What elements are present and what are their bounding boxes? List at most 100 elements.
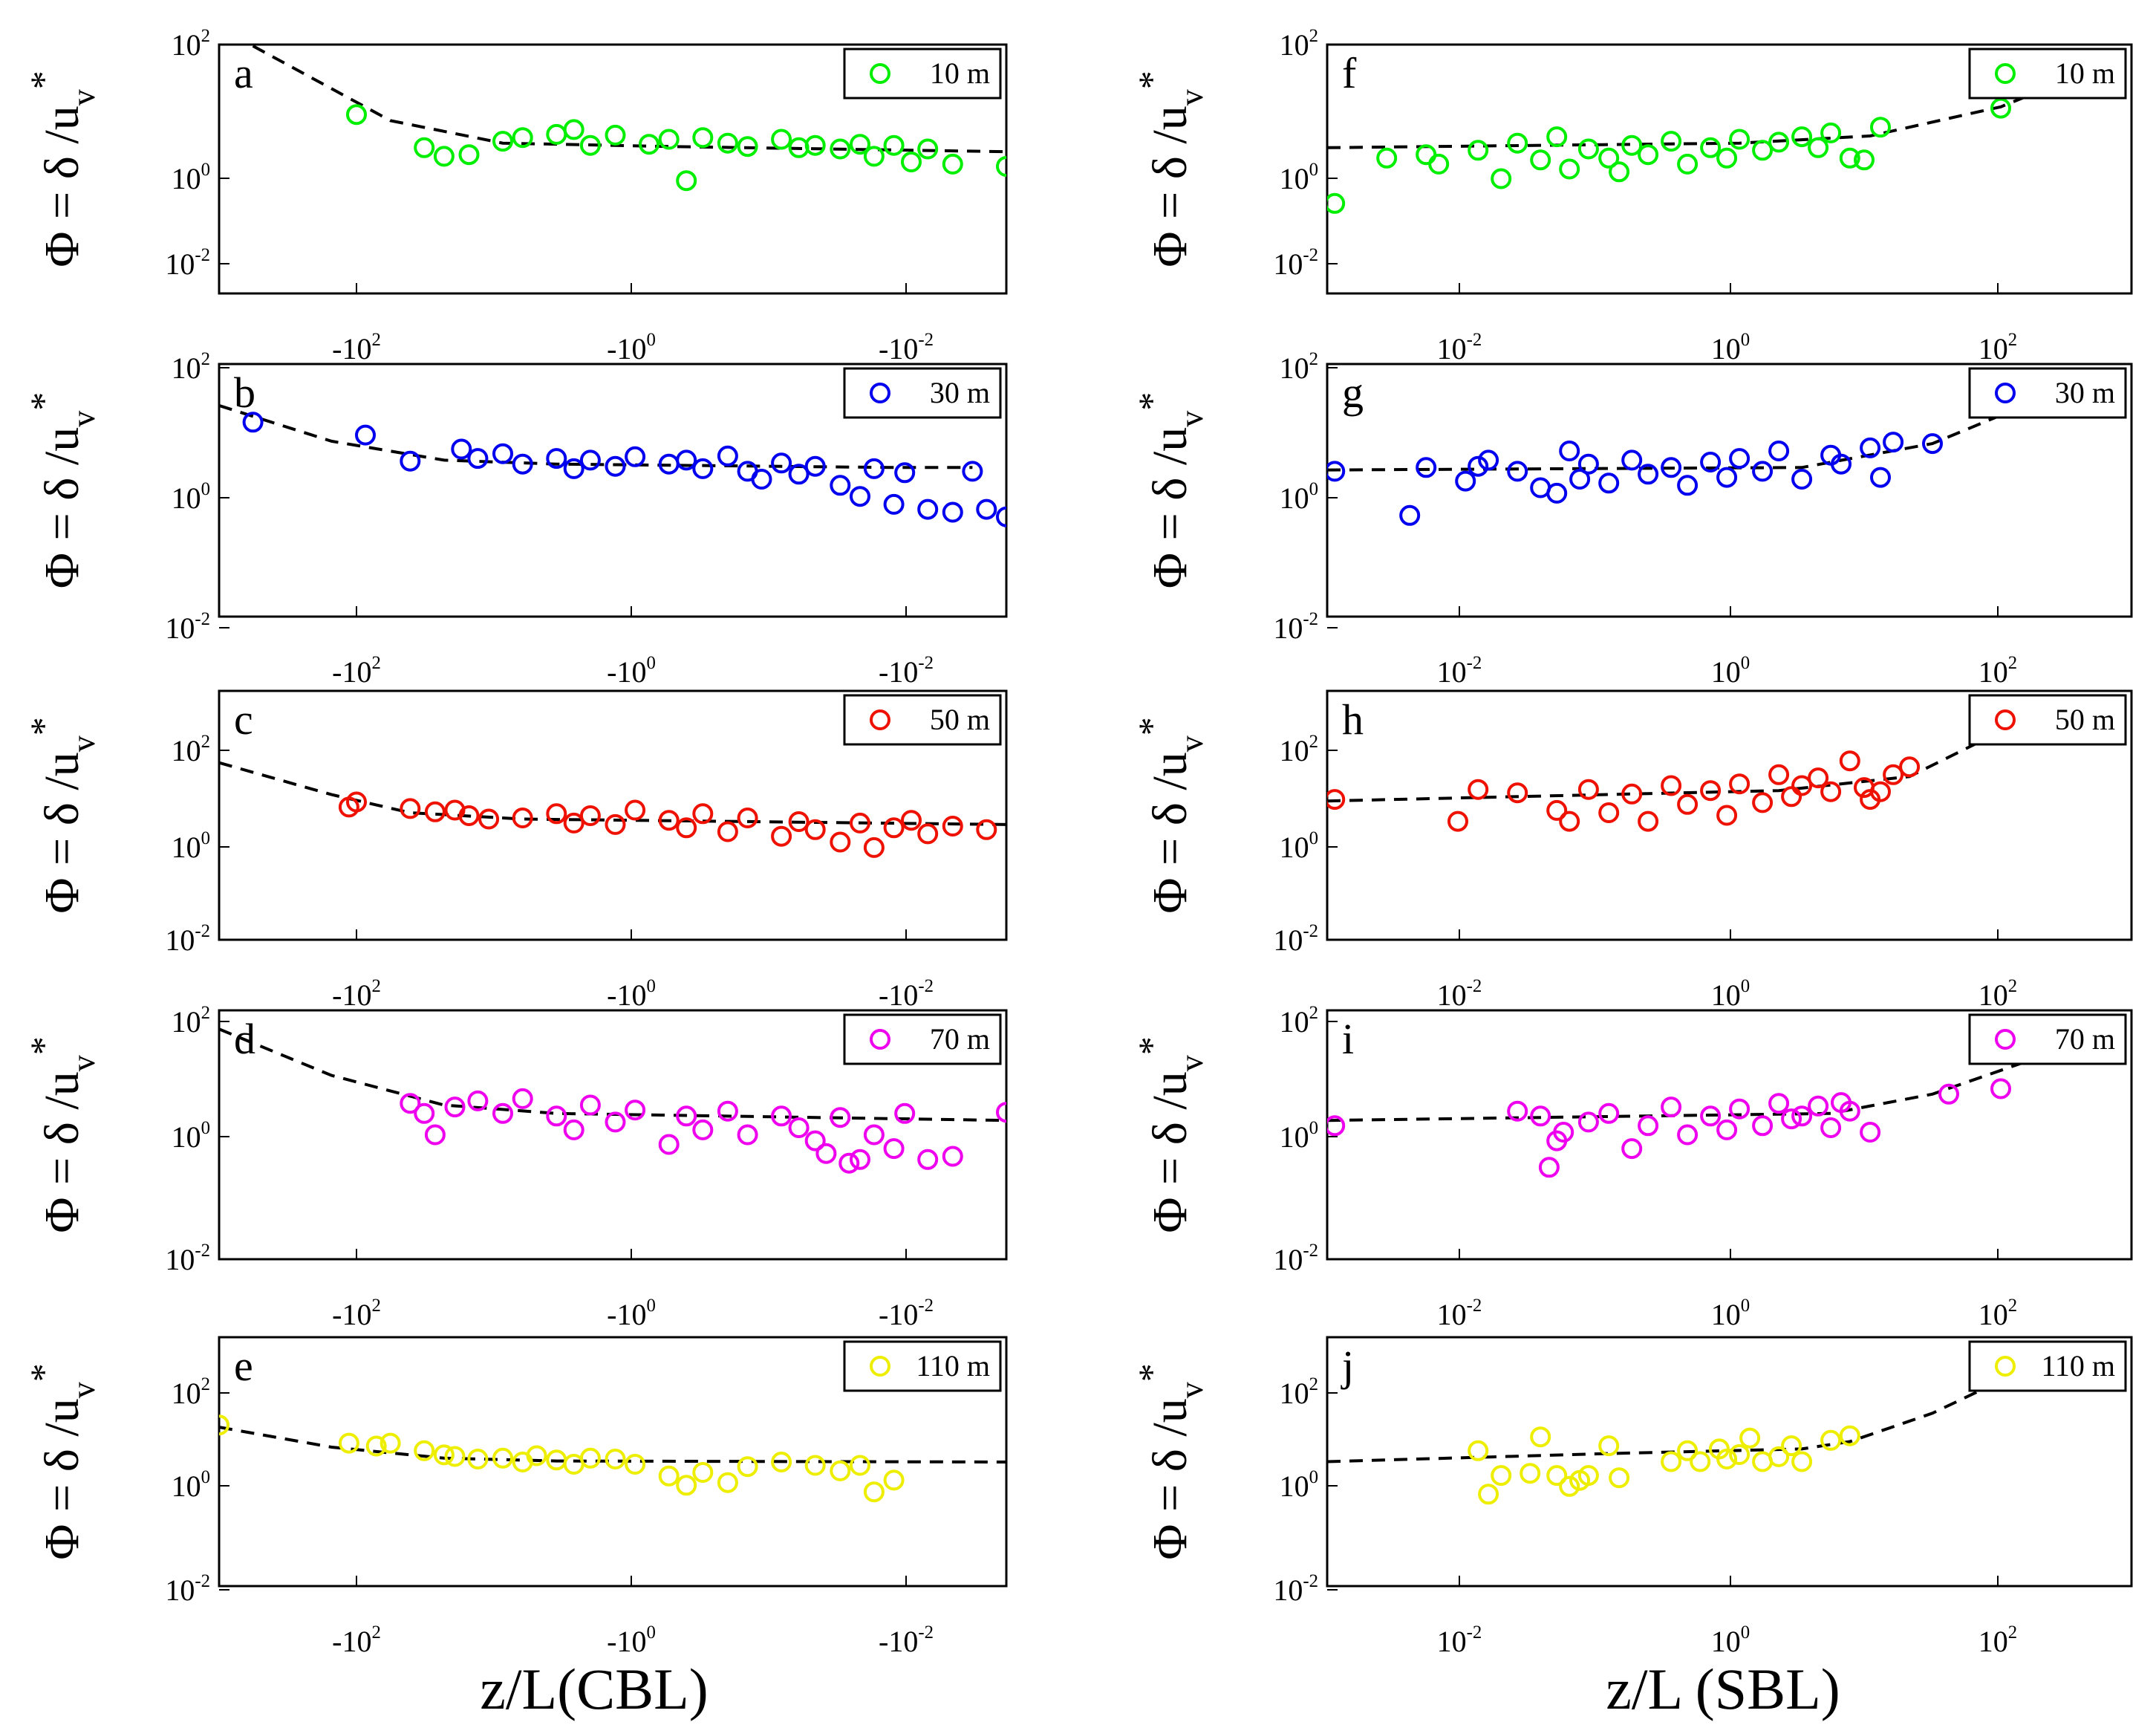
x-tick-label-base: -10 (879, 978, 918, 1012)
x-tick-label-exponent: 2 (371, 653, 380, 673)
fit-curve (252, 45, 1006, 154)
y-tick-label: 100 (172, 1118, 210, 1154)
y-tick-label: 10-2 (1273, 245, 1318, 281)
y-axis-label: Φ = δ /uv* (22, 392, 102, 588)
y-tick-label-exponent: 0 (1309, 828, 1318, 848)
legend-marker (870, 383, 890, 403)
x-tick-label-exponent: 2 (371, 330, 380, 350)
data-point (1781, 1108, 1802, 1130)
y-tick-label: 10-2 (1273, 1241, 1318, 1276)
x-tick-label: -102 (332, 976, 381, 1012)
y-tick-label-base: 10 (165, 1573, 195, 1607)
scatter-series (338, 791, 997, 858)
data-point (692, 1462, 714, 1483)
data-point (1478, 1484, 1499, 1505)
data-point (717, 1100, 738, 1122)
x-tick-label-exponent: 2 (2008, 653, 2017, 673)
data-point (1399, 504, 1421, 526)
scatter-series (242, 412, 1006, 527)
data-point (1577, 1111, 1599, 1133)
panel-label: e (234, 1342, 253, 1390)
y-tick-label-exponent: 2 (1309, 1374, 1318, 1394)
data-point (1820, 122, 1842, 143)
y-axis-label-main: Φ = δ /u (1143, 752, 1197, 913)
y-tick-label: 10-2 (1273, 609, 1318, 645)
y-tick-label: 102 (172, 349, 210, 385)
data-point (1677, 1124, 1699, 1146)
y-tick-label: 100 (172, 1467, 210, 1503)
y-tick-label-base: 10 (172, 734, 201, 767)
data-point (737, 808, 758, 828)
x-tick-label: -102 (332, 1296, 381, 1331)
fit-curve (1327, 699, 2064, 803)
y-axis-label-main: Φ = δ /u (1143, 427, 1197, 588)
data-point (1609, 1467, 1630, 1489)
data-point (1559, 158, 1580, 180)
x-tick-label-base: 10 (1978, 1298, 2008, 1331)
data-point (1870, 117, 1891, 138)
data-point (1546, 1465, 1568, 1487)
x-tick-label: -102 (332, 330, 381, 366)
y-tick-label-exponent: 2 (201, 26, 210, 46)
y-tick-label: 10-2 (1273, 921, 1318, 957)
data-point (1468, 455, 1489, 477)
y-tick-label-base: 10 (1280, 1120, 1309, 1154)
y-axis-label-subscript: v (65, 89, 102, 105)
x-tick-label-base: -10 (332, 1625, 371, 1658)
data-point (863, 1124, 885, 1146)
data-point (512, 453, 533, 475)
data-point (771, 452, 792, 474)
x-tick-label: -100 (607, 653, 656, 689)
legend-marker (1995, 1356, 2016, 1377)
data-point (676, 170, 697, 192)
x-tick-label-exponent: 2 (2008, 330, 2017, 350)
legend-label: 30 m (930, 376, 990, 409)
data-point (1700, 137, 1722, 158)
y-tick-label: 102 (1280, 349, 1318, 385)
scatter-series (346, 104, 1006, 192)
y-tick-label-base: 10 (1273, 247, 1303, 281)
data-point (737, 136, 758, 157)
data-point (917, 498, 939, 520)
x-tick-label: -100 (607, 1296, 656, 1331)
data-point (1577, 453, 1599, 475)
data-point (400, 1093, 421, 1114)
data-point (1577, 138, 1599, 160)
data-point (433, 1444, 455, 1466)
data-point (883, 1138, 905, 1160)
x-axis-label-left: z/L(CBL) (480, 1657, 709, 1721)
data-point (546, 803, 567, 825)
plot-frame (1326, 689, 2133, 941)
data-point (1716, 805, 1738, 826)
data-point (1661, 1097, 1682, 1118)
data-point (546, 1105, 567, 1127)
data-point (579, 1094, 601, 1116)
data-point (444, 1097, 466, 1118)
panel-label: c (234, 695, 253, 744)
data-point (1768, 764, 1790, 785)
y-axis-label-subscript: v (65, 735, 102, 752)
y-tick-label-exponent: -2 (1303, 921, 1318, 941)
fit-curve (1327, 1055, 2041, 1123)
y-tick-label-base: 10 (172, 351, 201, 385)
fit-curve (219, 1426, 1006, 1464)
y-tick-label-exponent: -2 (195, 1571, 210, 1591)
y-tick-label-base: 10 (1280, 831, 1309, 864)
data-point (1899, 756, 1921, 778)
data-point (863, 458, 885, 479)
data-point (563, 119, 584, 140)
data-point (1559, 441, 1580, 461)
y-axis-label: Φ = δ /uv* (1130, 71, 1210, 267)
data-point (751, 469, 772, 490)
plot-frame (1326, 363, 2133, 618)
legend: 10 m (843, 48, 1002, 100)
data-point (1559, 810, 1580, 832)
data-point (788, 464, 810, 485)
data-point (605, 455, 626, 477)
x-tick-label: 102 (1978, 976, 2017, 1012)
data-point (788, 1117, 810, 1138)
x-tick-label: 102 (1978, 1622, 2017, 1658)
y-axis-label-star: * (1130, 1036, 1172, 1055)
data-point (1820, 1117, 1842, 1138)
